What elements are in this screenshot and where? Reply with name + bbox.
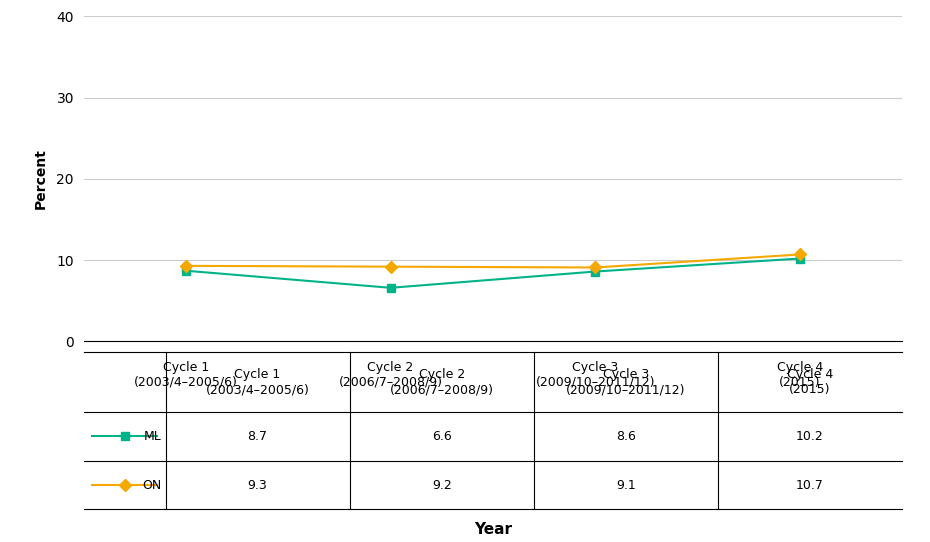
Text: Cycle 4
(2015): Cycle 4 (2015) — [777, 361, 823, 389]
Text: Cycle 1
(2003/4–2005/6): Cycle 1 (2003/4–2005/6) — [206, 368, 310, 396]
Text: Cycle 1
(2003/4–2005/6): Cycle 1 (2003/4–2005/6) — [134, 361, 238, 389]
Text: ON: ON — [142, 479, 162, 492]
Text: 6.6: 6.6 — [432, 430, 452, 443]
Text: 9.2: 9.2 — [432, 479, 452, 492]
Text: 8.6: 8.6 — [616, 430, 636, 443]
Text: 9.3: 9.3 — [247, 479, 268, 492]
Text: 8.7: 8.7 — [247, 430, 268, 443]
Text: Cycle 4
(2015): Cycle 4 (2015) — [787, 368, 833, 396]
Text: ML: ML — [144, 430, 162, 443]
Text: Cycle 2
(2006/7–2008/9): Cycle 2 (2006/7–2008/9) — [390, 368, 494, 396]
Text: Cycle 3
(2009/10–2011/12): Cycle 3 (2009/10–2011/12) — [536, 361, 655, 389]
Text: 9.1: 9.1 — [616, 479, 636, 492]
Y-axis label: Percent: Percent — [34, 149, 48, 209]
Text: 10.2: 10.2 — [796, 430, 824, 443]
Text: Cycle 2
(2006/7–2008/9): Cycle 2 (2006/7–2008/9) — [339, 361, 443, 389]
Text: Year: Year — [474, 521, 512, 537]
Text: Cycle 3
(2009/10–2011/12): Cycle 3 (2009/10–2011/12) — [566, 368, 685, 396]
Text: 10.7: 10.7 — [796, 479, 824, 492]
